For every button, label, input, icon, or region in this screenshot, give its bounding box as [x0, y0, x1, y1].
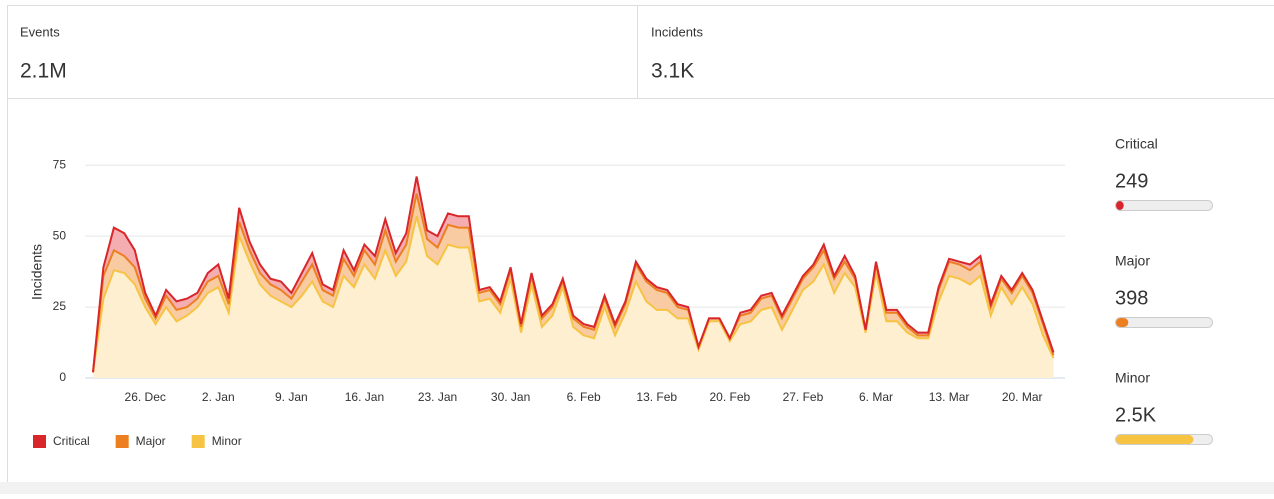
- x-tick-label: 13. Feb: [636, 390, 677, 404]
- footer-bar: [0, 482, 1274, 494]
- y-tick-label: 0: [59, 370, 66, 384]
- card-title: Events: [20, 24, 60, 39]
- legend-label: Critical: [53, 434, 90, 448]
- summary-name: Critical: [1115, 136, 1158, 152]
- x-tick-label: 30. Jan: [491, 390, 530, 404]
- y-axis-label: Incidents: [29, 244, 45, 300]
- legend-label: Minor: [212, 434, 242, 448]
- progress-fill: [1116, 201, 1124, 210]
- progress-track: [1116, 318, 1213, 328]
- x-tick-label: 16. Jan: [345, 390, 384, 404]
- card-title: Incidents: [651, 24, 704, 39]
- card-value: 3.1K: [651, 60, 694, 83]
- summary-name: Major: [1115, 253, 1150, 269]
- summary-name: Minor: [1115, 370, 1150, 386]
- y-tick-label: 75: [53, 157, 67, 171]
- progress-track: [1116, 201, 1213, 211]
- legend-label: Major: [136, 434, 166, 448]
- summary-value: 2.5K: [1115, 404, 1157, 426]
- x-tick-label: 13. Mar: [929, 390, 970, 404]
- summary-value: 398: [1115, 287, 1148, 309]
- x-tick-label: 6. Mar: [859, 390, 893, 404]
- summary-value: 249: [1115, 170, 1148, 192]
- x-tick-label: 26. Dec: [125, 390, 166, 404]
- legend-swatch: [116, 435, 129, 448]
- progress-fill: [1116, 318, 1128, 327]
- card-value: 2.1M: [20, 60, 67, 83]
- progress-fill: [1116, 435, 1193, 444]
- events-card: [8, 6, 638, 99]
- legend-swatch: [192, 435, 205, 448]
- x-tick-label: 6. Feb: [567, 390, 601, 404]
- legend-swatch: [33, 435, 46, 448]
- x-tick-label: 2. Jan: [202, 390, 235, 404]
- x-tick-label: 27. Feb: [783, 390, 824, 404]
- x-tick-label: 23. Jan: [418, 390, 457, 404]
- x-tick-label: 20. Mar: [1002, 390, 1043, 404]
- y-tick-label: 50: [53, 228, 67, 242]
- x-tick-label: 20. Feb: [709, 390, 750, 404]
- y-tick-label: 25: [53, 299, 67, 313]
- x-tick-label: 9. Jan: [275, 390, 308, 404]
